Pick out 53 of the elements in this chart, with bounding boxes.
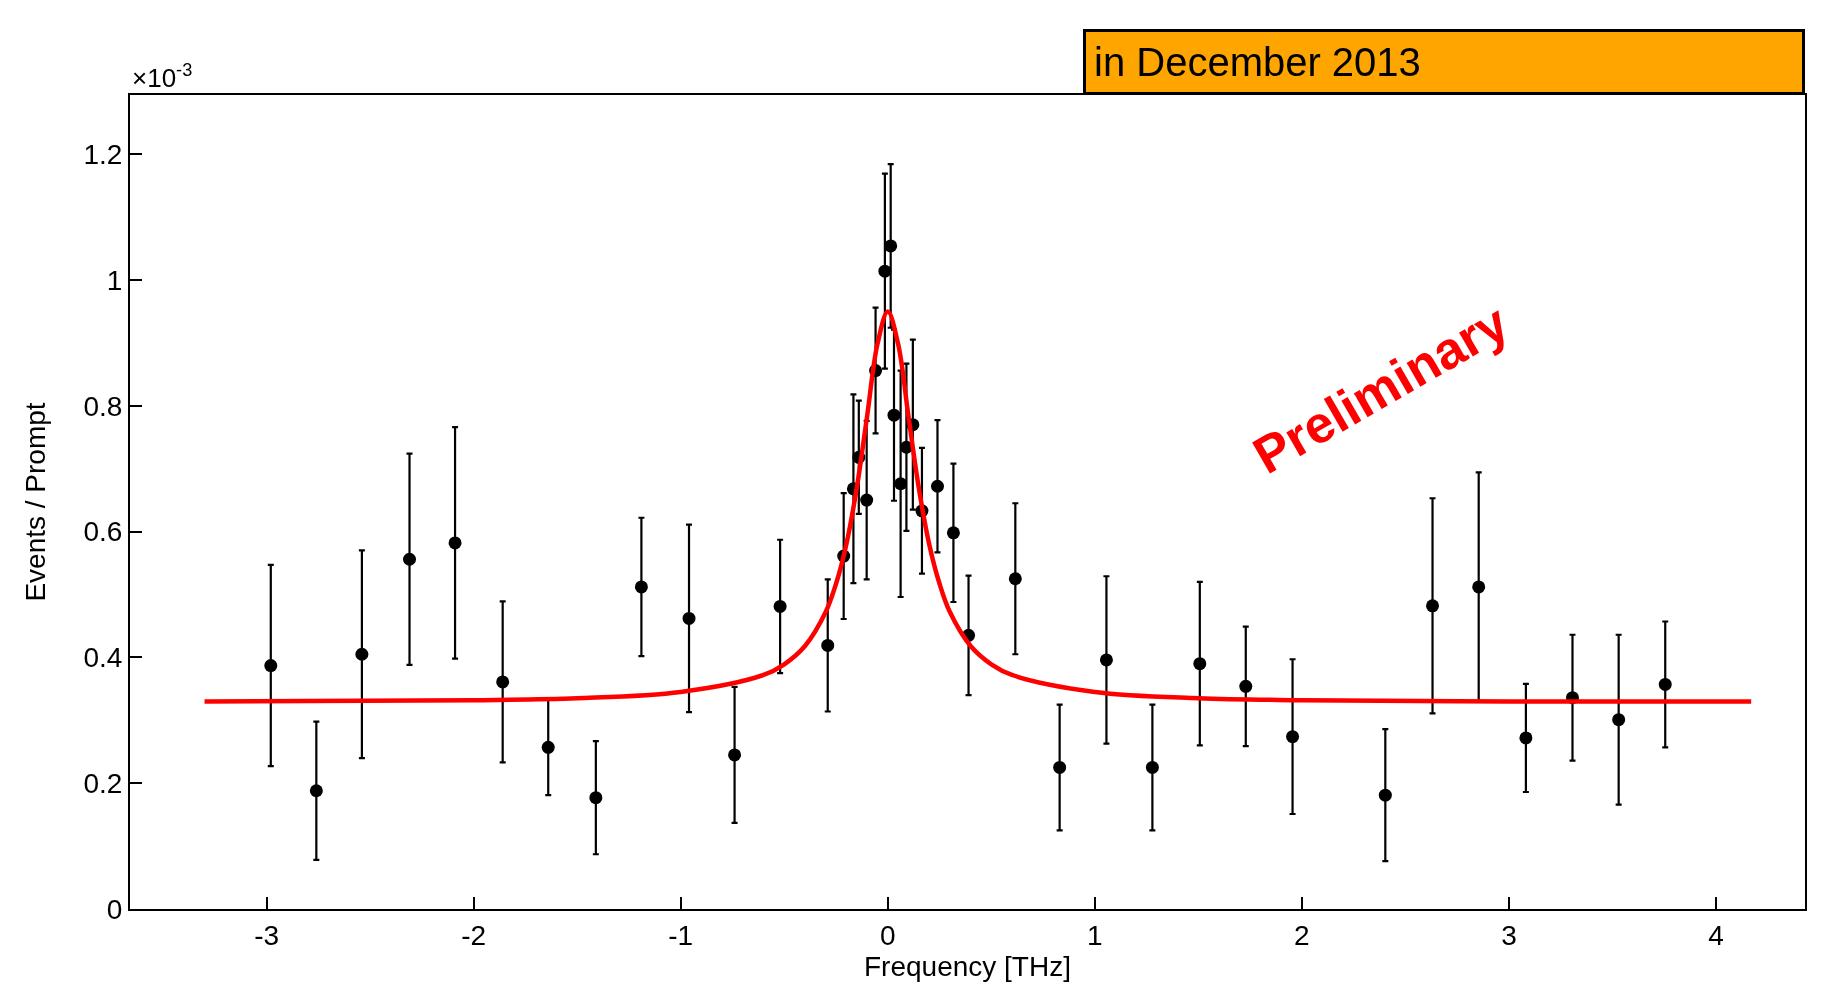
point xyxy=(1426,599,1440,613)
y-axis-title: Events / Prompt xyxy=(19,402,51,602)
point xyxy=(1099,653,1113,667)
text: in December 2013 xyxy=(1094,40,1421,84)
point xyxy=(682,611,696,625)
point xyxy=(309,784,323,798)
point xyxy=(887,408,901,422)
text: ×10$^{-3}$ xyxy=(132,60,193,93)
y-tick-label: 0.4 xyxy=(83,642,123,674)
point xyxy=(821,638,835,652)
point xyxy=(884,239,898,253)
y-tick-label: 0.2 xyxy=(83,767,123,799)
point xyxy=(1612,713,1626,727)
point xyxy=(496,675,510,689)
point xyxy=(860,493,874,507)
point xyxy=(1378,788,1392,802)
point xyxy=(773,599,787,613)
point xyxy=(589,791,603,805)
point xyxy=(728,748,742,762)
point xyxy=(1286,730,1300,744)
y-tick-label: 1 xyxy=(106,264,123,296)
y-tick-label: 1.2 xyxy=(83,138,123,170)
line-series xyxy=(202,309,1754,704)
point xyxy=(894,477,908,491)
y-tick-label: 0.6 xyxy=(83,516,123,548)
point xyxy=(541,740,555,754)
y-tick-label: 0.8 xyxy=(83,390,123,422)
point xyxy=(1193,657,1207,671)
point xyxy=(355,647,369,661)
point xyxy=(1239,679,1253,693)
x-tick-label: 1 xyxy=(1087,919,1103,951)
point xyxy=(448,536,462,550)
point xyxy=(878,264,892,278)
point xyxy=(1053,760,1067,774)
x-tick-label: 4 xyxy=(1708,919,1724,951)
point xyxy=(1145,760,1159,774)
point xyxy=(1472,580,1486,594)
y-tick-label: 0 xyxy=(106,893,123,925)
x-tick-label: 3 xyxy=(1501,919,1517,951)
point xyxy=(930,479,944,493)
x-tick-label: -1 xyxy=(668,919,694,951)
x-tick-label: 0 xyxy=(880,919,896,951)
point xyxy=(1008,572,1022,586)
point xyxy=(946,526,960,540)
point xyxy=(1658,677,1672,691)
x-tick-label: -2 xyxy=(461,919,487,951)
point xyxy=(264,659,278,673)
x-tick-label: -3 xyxy=(254,919,280,951)
x-axis-title: Frequency [THz] xyxy=(864,950,1071,982)
point xyxy=(1519,731,1533,745)
point xyxy=(634,580,648,594)
point xyxy=(403,552,417,566)
x-tick-label: 2 xyxy=(1294,919,1310,951)
